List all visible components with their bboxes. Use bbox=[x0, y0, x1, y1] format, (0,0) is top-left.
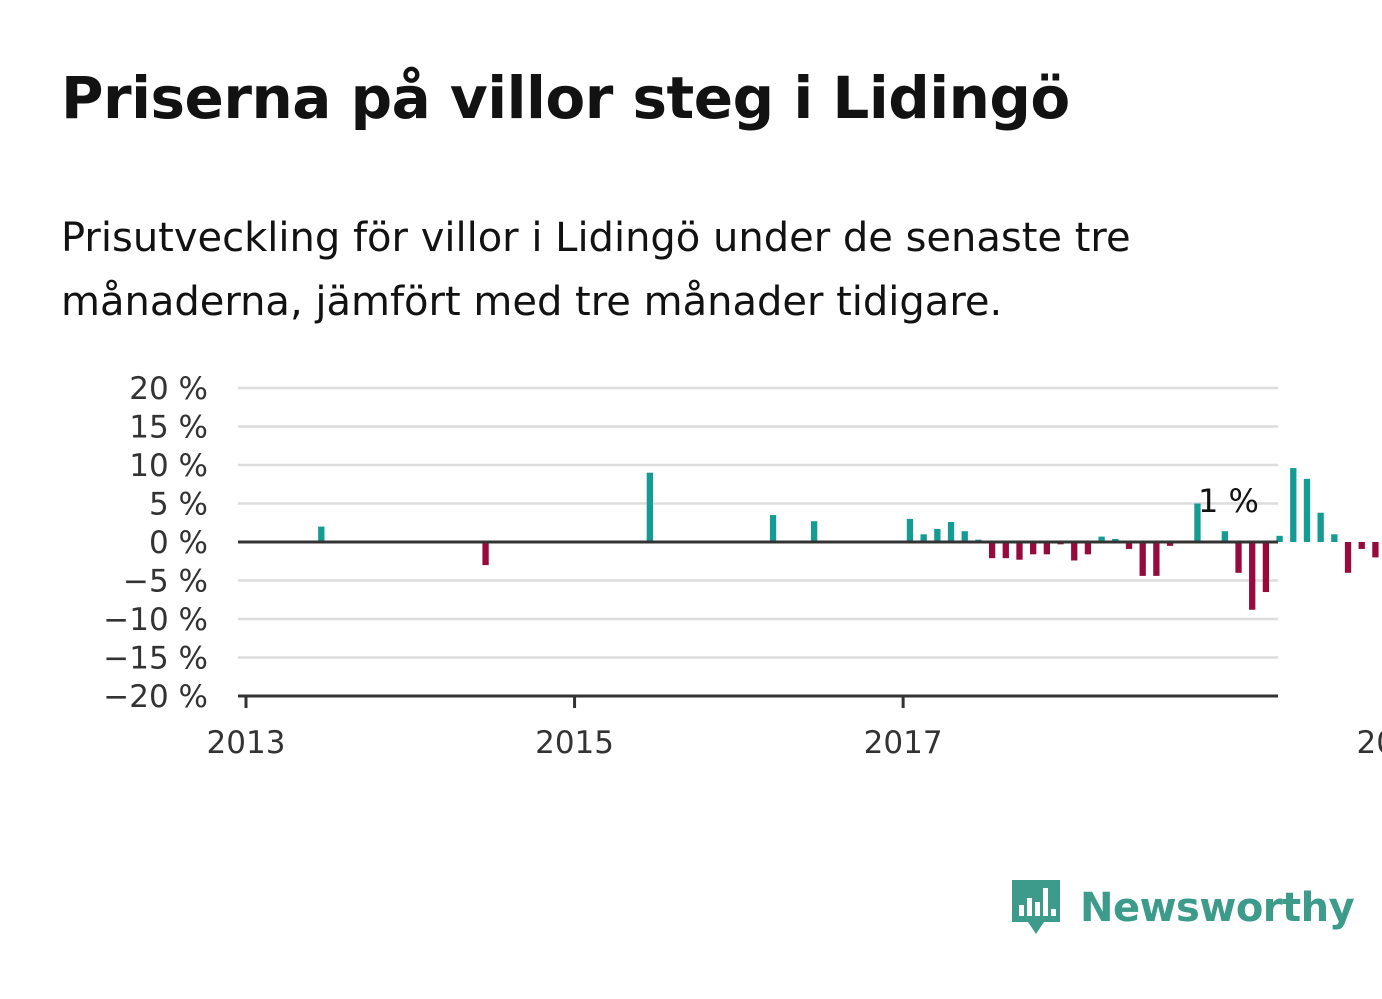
bar bbox=[1358, 542, 1365, 549]
bar bbox=[1030, 542, 1037, 555]
bar bbox=[1084, 542, 1092, 555]
y-tick-label: −15 % bbox=[103, 641, 208, 677]
bar bbox=[1303, 478, 1311, 542]
bar bbox=[1249, 542, 1256, 610]
bar bbox=[934, 528, 941, 542]
bar bbox=[920, 534, 927, 542]
bar-chart-speech-bubble-icon bbox=[1012, 880, 1060, 934]
bar bbox=[1002, 542, 1009, 559]
y-tick-label: 10 % bbox=[129, 448, 208, 484]
y-tick-label: 5 % bbox=[149, 487, 208, 523]
bar bbox=[810, 521, 818, 542]
bar bbox=[1344, 542, 1352, 573]
bar bbox=[1112, 538, 1119, 542]
bar bbox=[769, 515, 777, 542]
y-tick-label: 15 % bbox=[129, 410, 208, 446]
bar bbox=[1016, 542, 1023, 560]
bar bbox=[961, 531, 968, 542]
chart-subtitle: Prisutveckling för villor i Lidingö unde… bbox=[61, 215, 1131, 325]
y-tick-label: 0 % bbox=[149, 525, 208, 561]
bar bbox=[1235, 542, 1242, 573]
bar bbox=[318, 526, 325, 542]
y-tick-label: −10 % bbox=[103, 602, 208, 638]
brand-logo-link[interactable]: Newsworthy bbox=[1010, 878, 1355, 938]
bar bbox=[947, 521, 955, 542]
y-tick-label: −20 % bbox=[103, 679, 208, 715]
x-tick-label: 2020 bbox=[1357, 725, 1382, 761]
y-tick-label: 20 % bbox=[129, 371, 208, 407]
bar bbox=[906, 518, 914, 542]
y-tick-label: −5 % bbox=[123, 564, 208, 600]
bar bbox=[1139, 542, 1146, 576]
chart-title: Priserna på villor steg i Lidingö bbox=[61, 64, 1070, 132]
brand-name: Newsworthy bbox=[1080, 885, 1355, 931]
bar bbox=[1194, 503, 1201, 542]
x-tick-label: 2013 bbox=[207, 725, 286, 761]
bar bbox=[1372, 542, 1379, 558]
x-tick-label: 2015 bbox=[535, 725, 614, 761]
bar bbox=[1290, 468, 1297, 542]
bar bbox=[646, 472, 654, 542]
bar bbox=[1043, 542, 1051, 555]
bar bbox=[1262, 542, 1270, 593]
bar bbox=[1153, 542, 1160, 576]
bar bbox=[1317, 512, 1324, 542]
bar bbox=[482, 542, 489, 566]
bar bbox=[1276, 535, 1283, 542]
bar bbox=[1166, 542, 1174, 546]
x-tick-label: 2017 bbox=[864, 725, 943, 761]
bar bbox=[1071, 542, 1078, 561]
bar-chart: 20 %15 %10 %5 %0 %−5 %−10 %−15 %−20 % 201… bbox=[103, 371, 1382, 761]
bar bbox=[1125, 542, 1133, 549]
bar bbox=[1098, 536, 1105, 542]
bar bbox=[1221, 531, 1228, 542]
bar bbox=[1331, 534, 1338, 542]
bar bbox=[988, 542, 996, 559]
end-value-label: 1 % bbox=[1198, 482, 1259, 520]
